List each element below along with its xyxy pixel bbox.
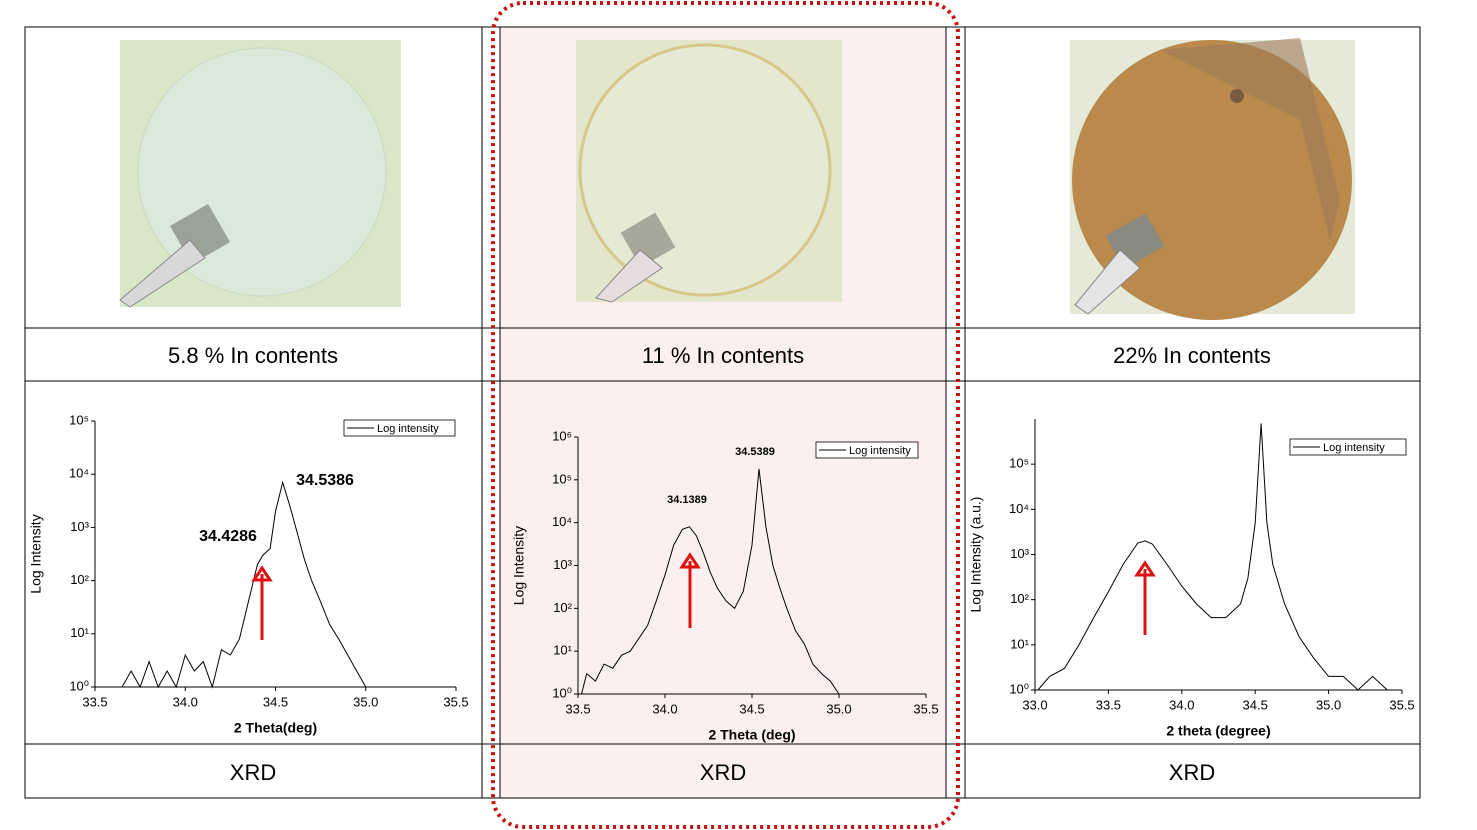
y-axis-title: Log Intensity: [28, 514, 44, 593]
wafer-photo: [576, 40, 842, 303]
y-axis-title: Log Intensity (a.u.): [968, 497, 984, 613]
x-tick-label: 35.5: [1389, 697, 1414, 712]
data-line: [1037, 423, 1388, 691]
y-tick-label: 10³: [1010, 546, 1029, 561]
peak-annotation: 34.5386: [296, 472, 354, 489]
arrow-head: [251, 565, 273, 582]
legend-label: Log intensity: [377, 423, 439, 435]
y-tick-label: 10⁴: [69, 466, 89, 481]
arrow-head: [679, 552, 701, 569]
y-tick-label: 10⁵: [69, 412, 89, 427]
caption: 22% In contents: [1113, 343, 1271, 368]
legend-box: [1289, 438, 1407, 456]
y-tick-label: 10⁰: [69, 678, 89, 693]
x-tick-label: 34.5: [739, 701, 764, 716]
wafer-photo: [1070, 38, 1355, 320]
peak-annotation: 34.4286: [199, 528, 257, 545]
x-tick-label: 33.5: [82, 694, 107, 709]
y-tick-label: 10¹: [1010, 636, 1029, 651]
y-tick-label: 10⁵: [552, 471, 572, 486]
legend-label: Log intensity: [849, 445, 911, 457]
y-tick-label: 10²: [1010, 591, 1029, 606]
x-tick-label: 35.0: [1316, 697, 1341, 712]
legend: Log intensity: [815, 441, 919, 459]
footer: XRD: [700, 760, 746, 785]
y-tick-label: 10⁴: [552, 514, 572, 529]
legend: Log intensity: [343, 419, 456, 437]
wafer-photo: [119, 40, 401, 308]
caption: 5.8 % In contents: [168, 343, 338, 368]
highlight-border: [491, 1, 960, 829]
x-tick-label: 35.0: [353, 694, 378, 709]
x-tick-label: 35.0: [826, 701, 851, 716]
legend-label: Log intensity: [1323, 442, 1385, 454]
data-line: [581, 468, 909, 695]
y-tick-label: 10⁰: [552, 685, 572, 700]
x-axis-title: 2 theta (degree): [1166, 723, 1270, 739]
y-tick-label: 10¹: [553, 643, 572, 658]
footer: XRD: [230, 760, 276, 785]
data-line: [121, 480, 367, 689]
y-tick-label: 10³: [553, 557, 572, 572]
arrow-head: [1134, 560, 1156, 577]
legend-box: [343, 419, 456, 437]
y-tick-label: 10³: [70, 519, 89, 534]
x-tick-label: 34.0: [173, 694, 198, 709]
table-grid: [24, 26, 1421, 799]
x-tick-label: 34.5: [1243, 697, 1268, 712]
y-tick-label: 10²: [70, 572, 89, 587]
footer: XRD: [1169, 760, 1215, 785]
peak-annotation: 34.5389: [735, 446, 775, 458]
peak-annotation: 34.1389: [667, 494, 707, 506]
x-axis-title: 2 Theta (deg): [708, 727, 795, 743]
x-tick-label: 33.5: [1096, 697, 1121, 712]
y-axis-title: Log Intensity: [511, 526, 527, 605]
x-tick-label: 34.0: [652, 701, 677, 716]
y-tick-label: 10⁵: [1009, 456, 1029, 471]
y-tick-label: 10⁴: [1009, 501, 1029, 516]
legend-box: [815, 441, 919, 459]
x-tick-label: 34.0: [1169, 697, 1194, 712]
x-axis-title: 2 Theta(deg): [234, 720, 317, 736]
x-tick-label: 34.5: [263, 694, 288, 709]
legend: Log intensity: [1289, 438, 1407, 456]
y-tick-label: 10¹: [70, 625, 89, 640]
caption: 11 % In contents: [642, 343, 804, 368]
y-tick-label: 10⁰: [1009, 681, 1029, 696]
y-tick-label: 10⁶: [552, 428, 572, 443]
x-tick-label: 33.5: [565, 701, 590, 716]
y-tick-label: 10²: [553, 600, 572, 615]
x-tick-label: 35.5: [913, 701, 938, 716]
x-tick-label: 35.5: [443, 694, 468, 709]
x-tick-label: 33.0: [1022, 697, 1047, 712]
